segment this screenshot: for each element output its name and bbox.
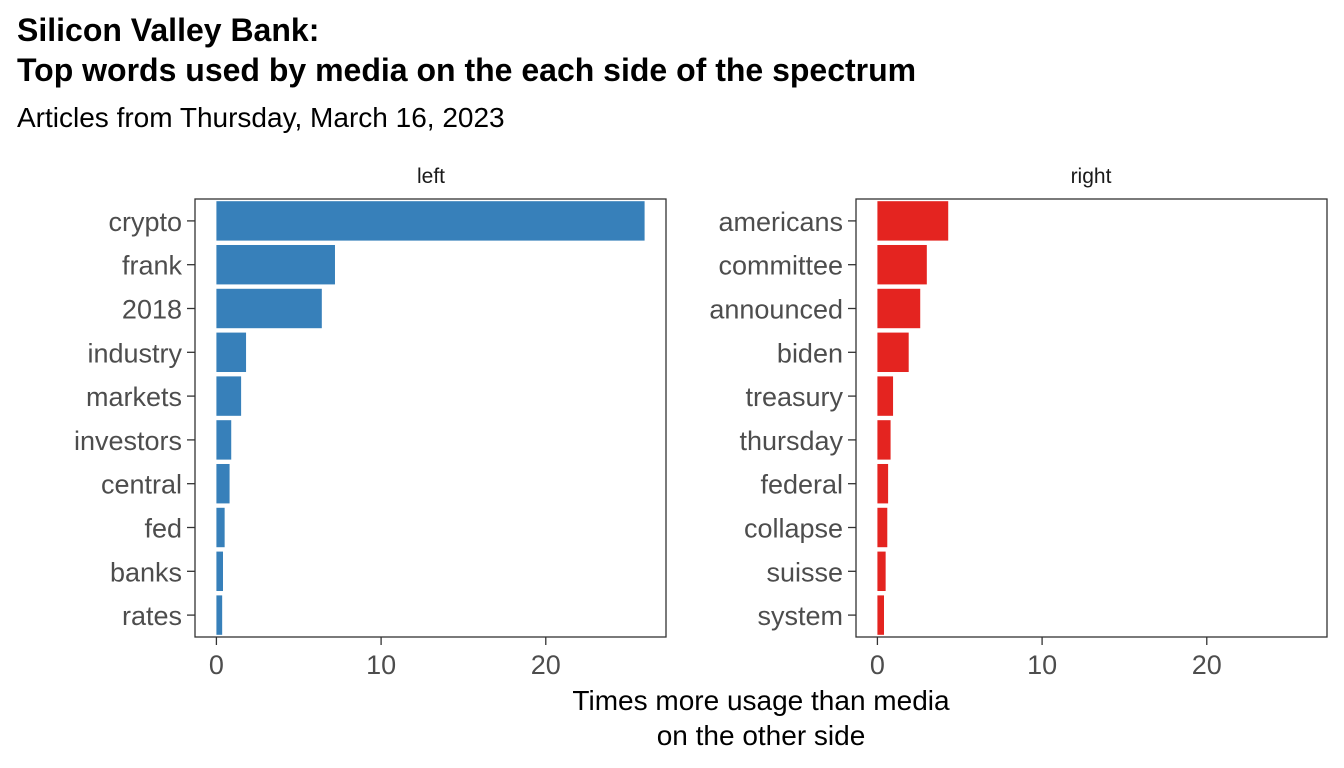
- x-axis-title-line-1: Times more usage than media: [572, 685, 950, 716]
- y-axis-right: americans committee announced biden treasury…: [709, 207, 856, 631]
- chart-title-line-1: Silicon Valley Bank:: [17, 12, 319, 48]
- x-axis-right: 0 10 20: [870, 637, 1222, 680]
- bar-left-rates: [216, 595, 223, 635]
- y-tick-label-right-4: treasury: [745, 382, 843, 412]
- y-tick-label-right-8: suisse: [766, 557, 843, 587]
- y-tick-label-left-9: rates: [122, 601, 182, 631]
- y-tick-label-left-7: fed: [144, 514, 182, 544]
- y-tick-label-right-0: americans: [718, 207, 843, 237]
- y-tick-label-right-7: collapse: [744, 514, 843, 544]
- x-tick-label-right-2: 20: [1192, 650, 1222, 680]
- bar-right-suisse: [877, 551, 886, 592]
- bar-right-americans: [877, 201, 949, 241]
- panel-strip-left: left: [417, 165, 445, 188]
- panel-frame-right: [855, 198, 1328, 638]
- y-tick-label-right-6: federal: [760, 470, 843, 500]
- x-tick-label-right-0: 0: [870, 650, 885, 680]
- bar-right-committee: [877, 244, 927, 285]
- panel-left: left crypto frank 2018 industry markets inves…: [74, 165, 667, 680]
- bar-left-banks: [216, 551, 223, 592]
- x-axis-title-line-2: on the other side: [657, 720, 866, 751]
- y-tick-label-left-4: markets: [86, 382, 182, 412]
- bar-right-collapse: [877, 507, 888, 548]
- y-tick-label-left-3: industry: [87, 338, 182, 368]
- bar-right-biden: [877, 332, 909, 373]
- y-tick-label-right-5: thursday: [739, 426, 843, 456]
- x-tick-label-left-0: 0: [209, 650, 224, 680]
- bar-right-treasury: [877, 376, 894, 416]
- y-tick-label-left-1: frank: [122, 251, 183, 281]
- bar-left-markets: [216, 376, 242, 416]
- x-tick-label-left-1: 10: [366, 650, 396, 680]
- bar-right-federal: [877, 463, 889, 504]
- y-tick-label-left-6: central: [101, 470, 182, 500]
- y-tick-label-left-2: 2018: [122, 295, 182, 325]
- panel-right: right americans committee announced biden tr…: [709, 165, 1328, 680]
- y-tick-label-right-9: system: [757, 601, 843, 631]
- y-tick-label-right-1: committee: [718, 251, 843, 281]
- y-axis-left: crypto frank 2018 industry markets investors c…: [74, 207, 195, 631]
- bar-right-system: [877, 595, 884, 635]
- x-tick-label-left-2: 20: [531, 650, 561, 680]
- y-tick-label-right-3: biden: [777, 338, 843, 368]
- y-tick-label-left-0: crypto: [108, 207, 182, 237]
- chart-title-line-2: Top words used by media on the each side…: [17, 52, 916, 88]
- bar-left-frank: [216, 244, 335, 285]
- bar-left-investors: [216, 420, 232, 460]
- y-tick-label-left-8: banks: [110, 557, 182, 587]
- bar-left-crypto: [216, 201, 645, 241]
- chart-subtitle: Articles from Thursday, March 16, 2023: [17, 102, 505, 133]
- bar-right-thursday: [877, 420, 891, 460]
- bar-left-central: [216, 463, 230, 504]
- y-tick-label-right-2: announced: [709, 295, 843, 325]
- bars-right: [877, 201, 949, 635]
- x-tick-label-right-1: 10: [1027, 650, 1057, 680]
- y-tick-label-left-5: investors: [74, 426, 182, 456]
- bar-left-2018: [216, 288, 322, 329]
- bar-right-announced: [877, 288, 921, 329]
- bar-left-fed: [216, 507, 225, 548]
- bars-left: [216, 201, 645, 635]
- bar-left-industry: [216, 332, 247, 373]
- panel-strip-right: right: [1071, 165, 1112, 188]
- x-axis-left: 0 10 20: [209, 637, 561, 680]
